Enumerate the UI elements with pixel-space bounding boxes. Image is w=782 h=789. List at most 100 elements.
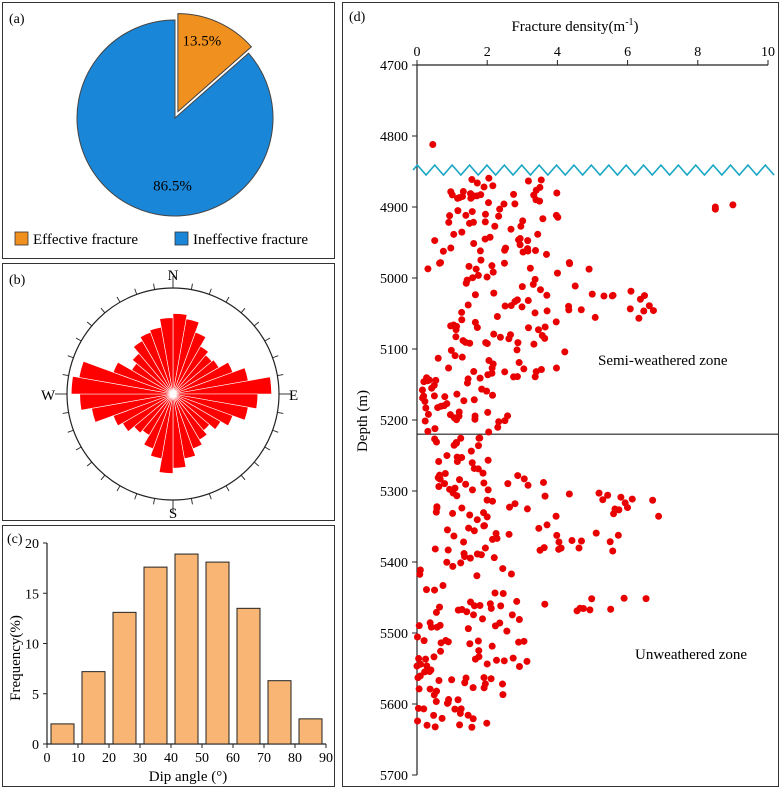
scatter-point — [483, 496, 491, 504]
scatter-point — [507, 225, 515, 233]
scatter-point — [492, 529, 500, 537]
scatter-point — [427, 666, 435, 674]
scatter-point — [420, 637, 428, 645]
scatter-point — [485, 199, 493, 207]
scatter-point — [489, 182, 497, 190]
rose-tick — [190, 283, 193, 290]
scatter-point — [495, 418, 503, 426]
hist-xlabel: Dip angle (°) — [149, 769, 227, 785]
scatter-y-tick-label: 5000 — [380, 272, 408, 287]
scatter-point — [534, 230, 542, 238]
hist-bar — [143, 566, 168, 745]
scatter-point — [443, 400, 451, 408]
scatter-point — [481, 235, 489, 243]
scatter-point — [627, 287, 635, 295]
hist-x-tick-label: 0 — [44, 751, 51, 766]
scatter-point — [462, 480, 470, 488]
scatter-point — [456, 476, 464, 484]
rose-tick — [253, 461, 260, 467]
scatter-point — [469, 611, 477, 619]
scatter-y-tick-label: 5700 — [380, 769, 408, 784]
scatter-point — [476, 601, 484, 609]
hist-x-tick-label: 60 — [226, 751, 240, 766]
hist-ylabel: Frequency(%) — [8, 615, 24, 701]
hist-x-tick-label: 30 — [133, 751, 147, 766]
scatter-plot: (d) Fracture density(m-1) Depth (m) 0 2 4 6… — [349, 10, 778, 784]
rose-tick — [264, 337, 271, 342]
scatter-point — [451, 352, 459, 360]
scatter-point — [469, 218, 477, 226]
scatter-ylabel: Depth (m) — [355, 390, 371, 452]
scatter-point — [576, 604, 584, 612]
hist-x-tick-label: 80 — [288, 751, 302, 766]
scatter-point — [489, 391, 497, 399]
scatter-point — [447, 322, 455, 330]
rose-tick — [277, 374, 284, 377]
scatter-point — [515, 638, 523, 646]
zone-label-unweathered: Unweathered zone — [635, 647, 747, 663]
scatter-point — [508, 611, 516, 619]
scatter-point — [588, 595, 596, 603]
scatter-point — [609, 547, 617, 555]
scatter-point — [504, 480, 512, 488]
scatter-point — [484, 456, 492, 464]
pie-label-effective: 13.5% — [182, 34, 221, 50]
scatter-point — [511, 200, 519, 208]
pie-chart: (a) 13.5% 86.5% Effective fracture Ineffe… — [9, 12, 308, 248]
panel-d: (d) Fracture density(m-1) Depth (m) 0 2 4 6… — [342, 2, 779, 787]
panel-label-b: (b) — [9, 273, 26, 288]
scatter-point — [621, 499, 629, 507]
scatter-point — [474, 271, 482, 279]
scatter-point — [488, 535, 496, 543]
rose-tick — [67, 355, 74, 359]
hist-bar — [174, 553, 199, 745]
scatter-point — [443, 526, 451, 534]
scatter-point — [477, 256, 485, 264]
scatter-point — [451, 705, 459, 713]
scatter-point — [441, 480, 449, 488]
rose-tick — [75, 446, 82, 451]
scatter-point — [458, 504, 466, 512]
scatter-point — [524, 237, 532, 245]
scatter-point — [454, 696, 462, 704]
hist-y-tick-label: 5 — [32, 688, 39, 703]
scatter-point — [575, 544, 583, 552]
scatter-point — [446, 212, 454, 220]
scatter-point — [475, 434, 483, 442]
scatter-point — [520, 365, 528, 373]
scatter-point — [642, 595, 650, 603]
legend-label-ineffective: Ineffective fracture — [193, 232, 308, 248]
scatter-point — [514, 472, 522, 480]
scatter-point — [534, 326, 542, 334]
scatter-point — [468, 459, 476, 467]
scatter-point — [473, 516, 481, 524]
scatter-point — [452, 438, 460, 446]
scatter-point — [513, 597, 521, 605]
scatter-point — [454, 207, 462, 215]
scatter-point — [426, 685, 434, 693]
scatter-point — [535, 524, 543, 532]
panel-b: (b) N S E W — [2, 263, 335, 522]
scatter-point — [470, 527, 478, 535]
scatter-y-tick-label: 5100 — [380, 343, 408, 358]
scatter-point — [645, 302, 653, 310]
scatter-point — [435, 458, 443, 466]
scatter-point — [458, 454, 466, 462]
scatter-point — [554, 213, 562, 221]
rose-dir-w: W — [41, 388, 56, 404]
scatter-point — [641, 292, 649, 300]
scatter-point — [561, 348, 569, 356]
scatter-point — [531, 373, 539, 381]
scatter-point — [515, 359, 523, 367]
scatter-point — [434, 404, 442, 412]
rose-tick — [240, 474, 246, 481]
scatter-point — [604, 491, 612, 499]
rose-petal — [172, 331, 207, 395]
hist-y-tick-label: 0 — [32, 738, 39, 753]
scatter-point — [436, 259, 444, 267]
scatter-point — [490, 330, 498, 338]
scatter-point — [468, 208, 476, 216]
scatter-point — [466, 640, 474, 648]
scatter-y-tick-label: 5200 — [380, 414, 408, 429]
scatter-point — [483, 387, 491, 395]
